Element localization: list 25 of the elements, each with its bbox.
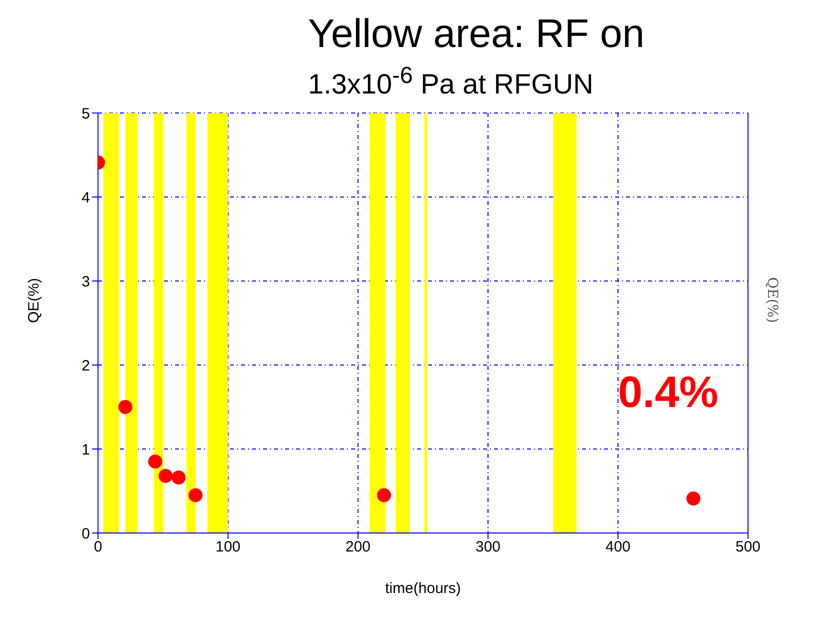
- point: [377, 488, 391, 502]
- point: [686, 492, 700, 506]
- x-tick-label: 400: [605, 538, 631, 556]
- y-tick-label: 5: [82, 105, 90, 122]
- point: [148, 454, 162, 469]
- x-tick-label: 100: [215, 538, 241, 556]
- y-tick-label: 2: [82, 357, 90, 374]
- x-axis-title: time(hours): [385, 580, 461, 597]
- y-tick-label: 4: [82, 189, 90, 206]
- point: [158, 468, 173, 483]
- point: [118, 400, 132, 414]
- y-tick-label: 3: [82, 273, 90, 290]
- y2-axis-title: QE(%): [764, 277, 780, 323]
- x-tick-label: 500: [735, 538, 761, 556]
- x-tick-label: 0: [94, 538, 102, 556]
- y-axis-title: QE(%): [25, 278, 42, 323]
- point: [188, 488, 202, 502]
- annotation: 0.4%: [618, 368, 718, 418]
- text: 1.3x10$^{-6}$ Pa at RFGUN: [308, 62, 594, 100]
- x-tick-label: 200: [345, 538, 371, 556]
- point: [172, 470, 186, 485]
- y-tick-label: 0: [82, 525, 90, 542]
- chart-title: Yellow area: RF on: [308, 12, 644, 57]
- y-tick-label: 1: [82, 441, 90, 458]
- x-tick-label: 300: [475, 538, 501, 556]
